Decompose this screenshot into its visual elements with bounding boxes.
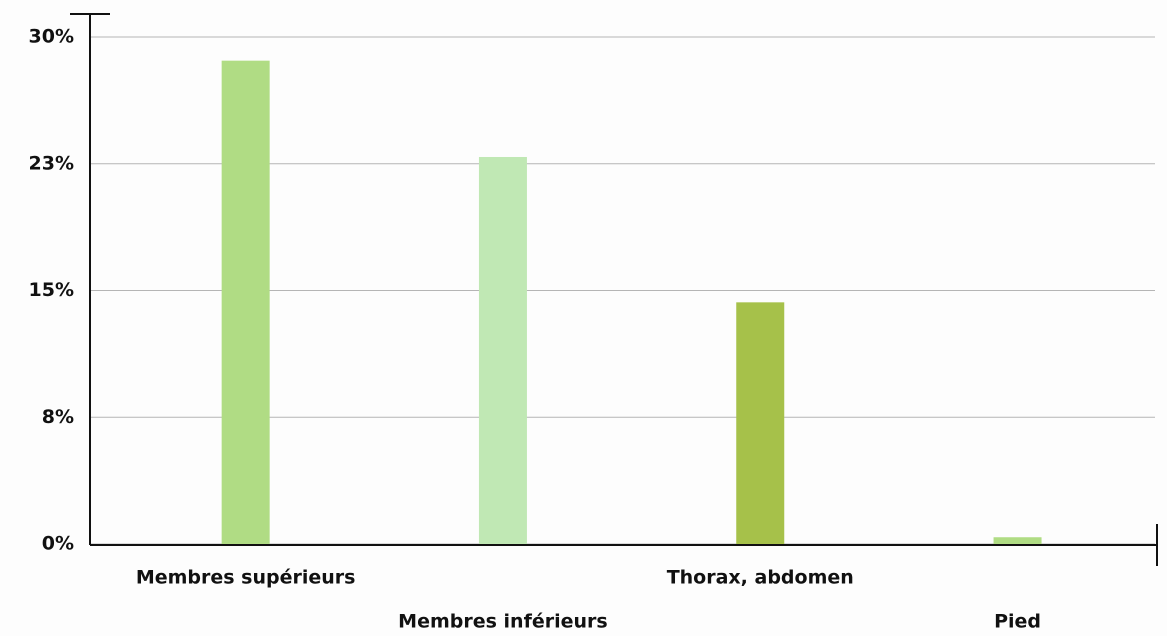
bar (736, 302, 785, 544)
bar (221, 60, 270, 544)
bar (478, 156, 527, 545)
y-tick-label: 8% (42, 406, 74, 428)
y-tick-label: 30% (29, 26, 74, 48)
x-tick-label: Thorax, abdomen (667, 567, 854, 589)
x-tick-label: Pied (994, 611, 1041, 633)
bar (993, 537, 1042, 544)
y-tick-label: 0% (42, 533, 74, 555)
y-tick-label: 15% (29, 279, 74, 301)
y-tick-label: 23% (29, 152, 74, 174)
x-tick-label: Membres supérieurs (136, 567, 356, 589)
x-tick-label: Membres inférieurs (398, 611, 608, 633)
